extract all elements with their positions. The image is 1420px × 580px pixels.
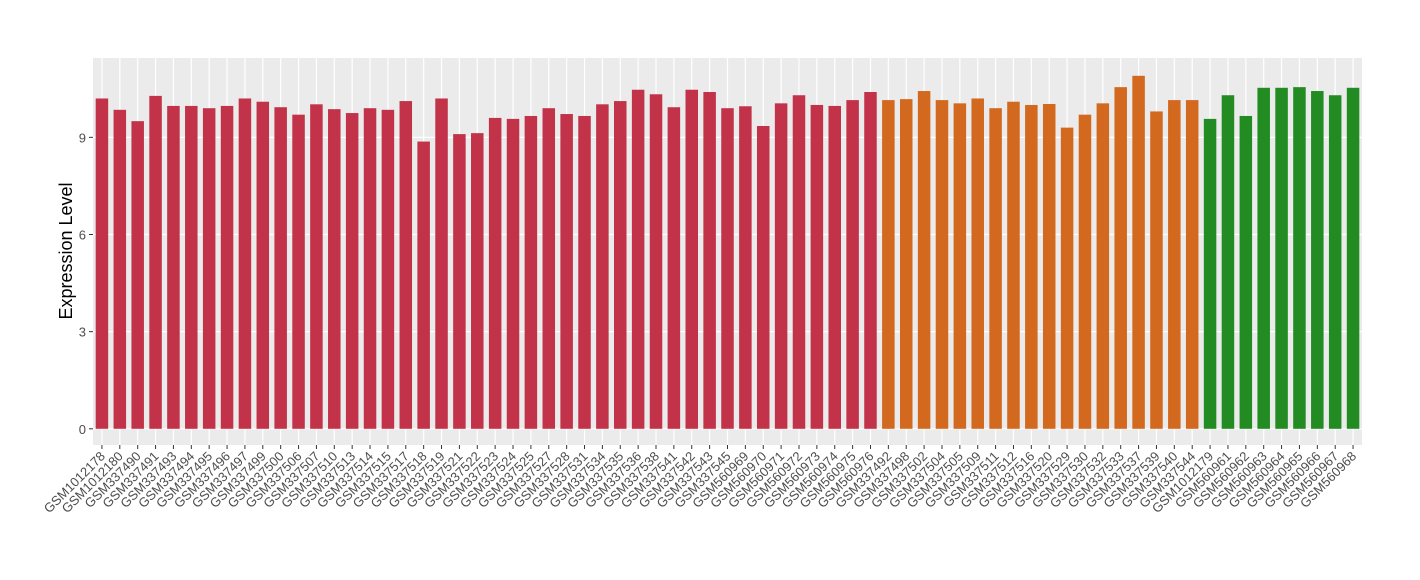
bar [149, 95, 162, 429]
bar [1257, 87, 1270, 429]
bar [381, 109, 395, 429]
bar [1239, 115, 1253, 429]
bar [238, 98, 252, 429]
bar [435, 98, 448, 429]
y-tick-label: 6 [79, 227, 86, 242]
bar [417, 141, 430, 429]
bar [1328, 95, 1342, 429]
bar [1042, 103, 1056, 429]
bar [631, 89, 645, 429]
bar [649, 94, 663, 429]
bar [560, 114, 573, 429]
bar [1203, 118, 1217, 429]
bar [131, 121, 144, 429]
bar [524, 115, 538, 429]
bar [703, 92, 716, 429]
bar [1150, 111, 1163, 429]
bar [614, 101, 627, 429]
bar [202, 108, 216, 429]
bar [971, 98, 984, 429]
bar [756, 126, 770, 429]
bar [685, 89, 699, 429]
y-axis-title: Expression Level [56, 182, 76, 319]
bar [989, 108, 1002, 429]
bar [345, 113, 359, 429]
bar [1168, 100, 1181, 429]
bar [667, 107, 681, 429]
bar [1346, 87, 1360, 429]
bar [471, 133, 484, 429]
bar [953, 103, 967, 429]
bar [185, 105, 198, 429]
bar [917, 91, 931, 429]
bar [113, 109, 127, 429]
bar [167, 105, 180, 429]
bar [739, 106, 752, 429]
y-tick-label: 0 [79, 422, 86, 437]
bar [1132, 75, 1145, 429]
bar [1096, 103, 1110, 429]
bar [1007, 101, 1020, 429]
bar [363, 108, 377, 429]
bar [792, 95, 806, 429]
bar [256, 101, 270, 429]
bar [220, 105, 234, 429]
bar [828, 105, 841, 429]
bar [310, 104, 323, 429]
bar [328, 109, 341, 429]
bar [488, 117, 502, 429]
bar [292, 114, 305, 429]
bar [935, 100, 949, 429]
bar [899, 99, 913, 429]
bar [453, 134, 466, 429]
bar [542, 108, 556, 429]
bar [1078, 114, 1092, 429]
bar [596, 104, 609, 429]
bar [810, 104, 824, 429]
bar [846, 100, 859, 429]
bar [882, 100, 895, 429]
bar [1025, 104, 1038, 429]
bar [1311, 91, 1324, 429]
bar [1185, 100, 1199, 429]
bar [864, 92, 877, 429]
y-tick-label: 9 [79, 130, 86, 145]
bar [1293, 87, 1306, 429]
y-tick-label: 3 [79, 325, 86, 340]
bar [274, 107, 287, 429]
bar [1060, 127, 1074, 429]
bar [95, 98, 109, 429]
bar [721, 108, 734, 429]
bar [774, 103, 788, 429]
bar [578, 115, 591, 429]
bar [506, 118, 520, 429]
bar [1275, 87, 1288, 429]
bar [1114, 87, 1127, 429]
bar [1221, 95, 1235, 429]
bar [399, 101, 413, 429]
